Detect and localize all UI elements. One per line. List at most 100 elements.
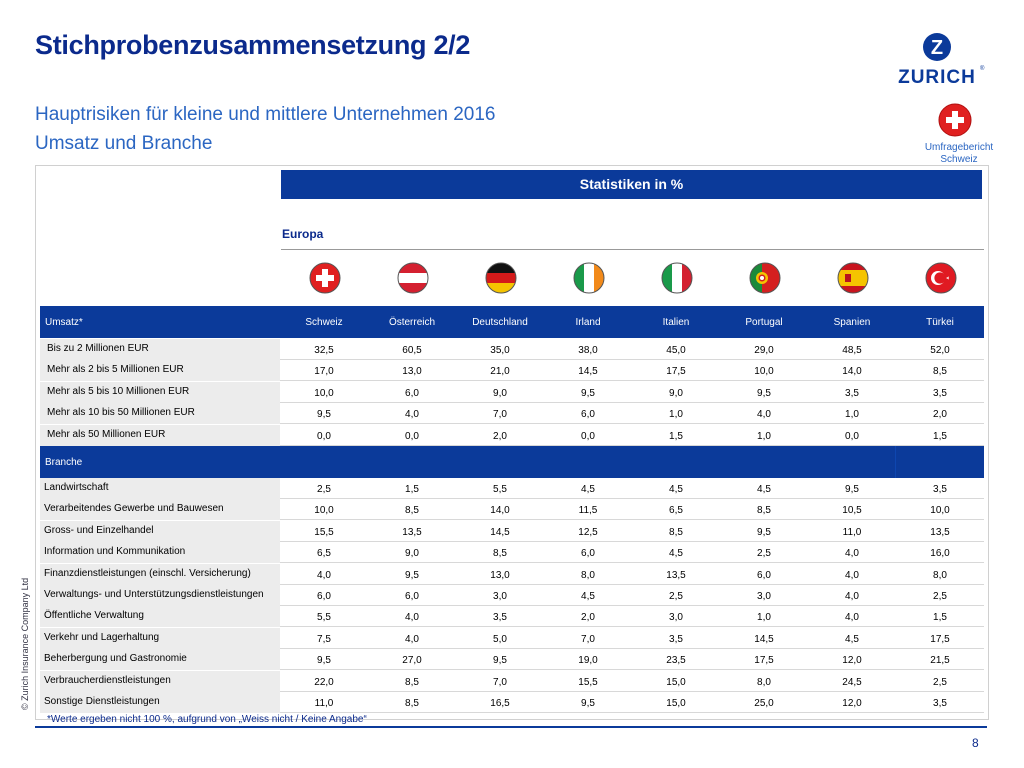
table-cell: 19,0 — [578, 655, 598, 667]
table-cell: 29,0 — [754, 345, 774, 356]
table-cell: 14,5 — [490, 526, 510, 538]
table-cell: 1,0 — [757, 430, 771, 442]
table-cell: 9,5 — [757, 526, 771, 538]
table-cell: 8,0 — [933, 569, 947, 581]
table-cell: 23,5 — [666, 655, 686, 667]
table-cell: 9,5 — [317, 655, 331, 667]
table-cell: 4,5 — [581, 484, 595, 495]
svg-text:®: ® — [980, 65, 985, 72]
table-cell: 7,0 — [581, 633, 595, 645]
table-cell: 9,5 — [493, 655, 507, 667]
table-cell: 4,0 — [317, 569, 331, 581]
row-background — [280, 670, 984, 692]
table-row: Sonstige Dienstleistungen 11,0 8,5 16,5 9,5 1… — [40, 692, 984, 714]
table-cell: 25,0 — [754, 698, 774, 709]
table-cell: 6,5 — [317, 548, 331, 560]
table-cell: 4,5 — [757, 484, 771, 495]
table-cell: 15,5 — [314, 526, 334, 538]
page-title: Stichprobenzusammensetzung 2/2 — [35, 30, 471, 60]
table-cell: 0,0 — [845, 430, 859, 442]
table-row: Verbraucherdienstleistungen 22,0 8,5 7,0 15,… — [40, 670, 984, 693]
table-cell: 10,5 — [842, 505, 862, 517]
table-cell: 4,0 — [845, 548, 859, 560]
table-cell: 8,5 — [405, 505, 419, 517]
table-cell: 14,0 — [490, 505, 510, 517]
row-label: Verarbeitendes Gewerbe und Bauwesen — [40, 499, 280, 521]
table-row: Verwaltungs- und Unterstützungsdienstlei… — [40, 585, 984, 607]
table-cell: 10,0 — [314, 387, 334, 399]
table-cell: 8,5 — [669, 526, 683, 538]
table-cell: 8,5 — [405, 676, 419, 688]
table-cell: 17,0 — [314, 366, 334, 378]
table-row: Verarbeitendes Gewerbe und Bauwesen 10,0 8… — [40, 499, 984, 522]
row-background — [280, 478, 984, 499]
table-cell: 60,5 — [402, 345, 422, 356]
table-cell: 11,5 — [578, 505, 598, 517]
table-cell: 9,5 — [757, 387, 771, 399]
table-cell: 8,0 — [757, 676, 771, 688]
country-header: Deutschland — [472, 317, 528, 328]
table-cell: 7,0 — [493, 409, 507, 421]
table-row: Beherbergung und Gastronomie 9,5 27,0 9,5 19… — [40, 649, 984, 672]
umsatz-header-row: Umsatz* Schweiz Österreich Deutschland I… — [40, 306, 984, 338]
table-cell: 4,0 — [405, 409, 419, 421]
table-cell: 2,0 — [493, 430, 507, 442]
table-cell: 4,5 — [669, 484, 683, 495]
table-cell: 24,5 — [842, 676, 862, 688]
table-row: Mehr als 5 bis 10 Millionen EUR 10,0 6,0 9,… — [40, 381, 984, 404]
table-row: Mehr als 10 bis 50 Millionen EUR 9,5 4,0 7,… — [40, 403, 984, 426]
table-cell: 10,0 — [930, 505, 950, 517]
row-label: Mehr als 5 bis 10 Millionen EUR — [40, 381, 280, 403]
table-cell: 4,0 — [757, 409, 771, 421]
country-header: Portugal — [745, 317, 783, 328]
country-header: Italien — [662, 317, 690, 328]
table-row: Öffentliche Verwaltung 5,5 4,0 3,5 2,0 3,0 1,0… — [40, 606, 984, 629]
table-cell: 16,5 — [490, 698, 510, 709]
table-cell: 13,0 — [490, 569, 510, 581]
table-cell: 1,5 — [933, 430, 947, 442]
row-background — [280, 499, 984, 521]
row-label: Mehr als 2 bis 5 Millionen EUR — [40, 360, 280, 382]
table-cell: 13,5 — [930, 526, 950, 538]
page-subtitle: Hauptrisiken für kleine und mittlere Unt… — [35, 104, 496, 125]
table-cell: 10,0 — [754, 366, 774, 378]
table-cell: 3,5 — [493, 612, 507, 624]
table-row: Verkehr und Lagerhaltung 7,5 4,0 5,0 7,0 3,5 1… — [40, 627, 984, 650]
table-cell: 4,0 — [845, 569, 859, 581]
table-cell: 1,5 — [669, 430, 683, 442]
country-header: Irland — [575, 317, 601, 328]
row-background — [280, 339, 984, 360]
table-cell: 6,0 — [405, 591, 419, 602]
table-cell: 11,0 — [842, 526, 862, 538]
umsatz-header-label: Umsatz* — [45, 317, 83, 328]
table-cell: 8,5 — [405, 698, 419, 709]
table-cell: 2,0 — [581, 612, 595, 624]
branche-header-label: Branche — [45, 457, 83, 468]
table-row: Finanzdienstleistungen (einschl. Versich… — [40, 563, 984, 586]
table-cell: 2,5 — [757, 548, 771, 560]
table-cell: 6,5 — [669, 505, 683, 517]
table-cell: 48,5 — [842, 345, 862, 356]
row-label: Gross- und Einzelhandel — [40, 520, 280, 542]
table-cell: 8,5 — [493, 548, 507, 560]
row-background — [280, 424, 984, 446]
table-cell: 6,0 — [757, 569, 771, 581]
survey-label: Umfragebericht Schweiz — [924, 142, 994, 165]
table-cell: 14,0 — [842, 366, 862, 378]
branche-header-divider — [895, 446, 896, 478]
table-cell: 4,5 — [669, 548, 683, 560]
table-cell: 4,0 — [405, 612, 419, 624]
region-label: Europa — [282, 227, 324, 241]
table-cell: 7,5 — [317, 633, 331, 645]
country-header: Spanien — [833, 317, 871, 328]
switzerland-flag-icon — [309, 262, 341, 294]
table-cell: 5,0 — [493, 633, 507, 645]
row-label: Verbraucherdienstleistungen — [40, 670, 280, 692]
table-cell: 3,5 — [669, 633, 683, 645]
table-cell: 3,5 — [933, 484, 947, 495]
row-background — [280, 649, 984, 671]
row-label: Verwaltungs- und Unterstützungsdienstlei… — [40, 585, 280, 606]
table-cell: 5,5 — [317, 612, 331, 624]
row-label: Finanzdienstleistungen (einschl. Versich… — [40, 563, 280, 585]
table-cell: 22,0 — [314, 676, 334, 688]
